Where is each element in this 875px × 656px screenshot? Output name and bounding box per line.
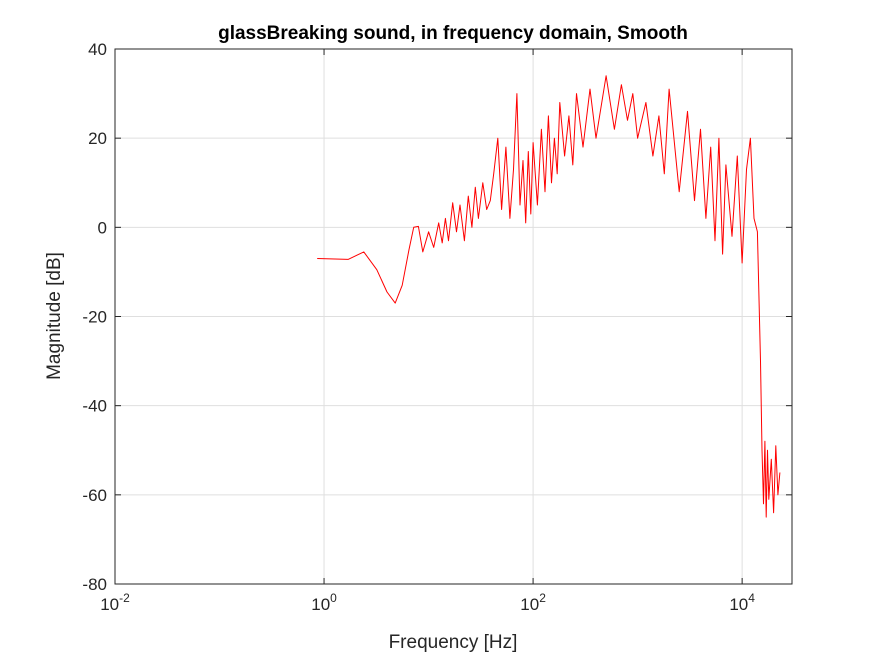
y-tick-label: 20: [88, 129, 107, 148]
x-tick-label: 10-2: [100, 591, 130, 614]
y-tick-label: -80: [82, 575, 107, 594]
x-tick-base: 10: [729, 595, 748, 614]
x-tick-label: 102: [520, 591, 546, 614]
y-tick-label: 40: [88, 40, 107, 59]
y-tick-label: -40: [82, 397, 107, 416]
x-axis-label: Frequency [Hz]: [389, 632, 518, 653]
x-tick-exponent: 4: [748, 591, 755, 605]
series-layer: [317, 75, 781, 518]
x-tick-exponent: 2: [539, 591, 546, 605]
y-tick-label: -20: [82, 308, 107, 327]
x-tick-exponent: 0: [330, 591, 337, 605]
y-axis-label: Magnitude [dB]: [44, 252, 65, 380]
x-tick-exponent: -2: [119, 591, 130, 605]
y-tick-label: -60: [82, 486, 107, 505]
y-tick-label: 0: [98, 218, 107, 237]
x-tick-label: 104: [729, 591, 755, 614]
chart-title: glassBreaking sound, in frequency domain…: [218, 23, 688, 44]
x-tick-base: 10: [311, 595, 330, 614]
series-line-0: [317, 75, 781, 518]
x-tick-label: 100: [311, 591, 337, 614]
x-tick-base: 10: [100, 595, 119, 614]
x-tick-base: 10: [520, 595, 539, 614]
